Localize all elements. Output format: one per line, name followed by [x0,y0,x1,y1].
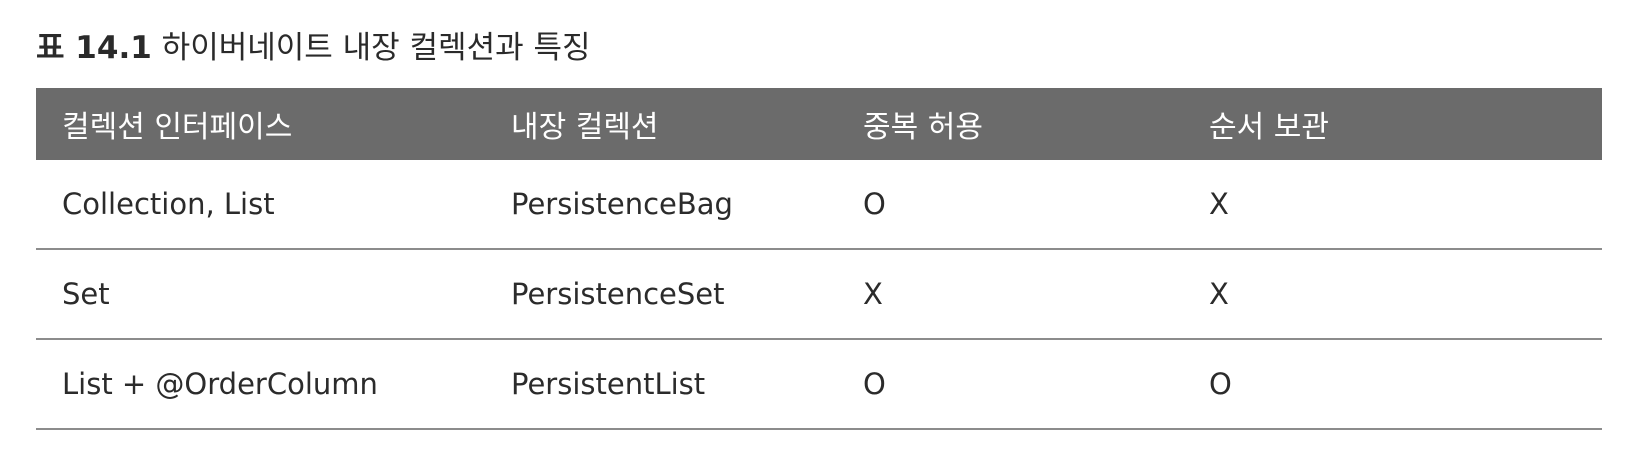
cell-collection: PersistenceBag [511,187,733,221]
cell-order: O [1209,367,1232,401]
cell-interface: Set [62,277,110,311]
cell-collection: PersistentList [511,367,706,401]
cell-collection: PersistenceSet [511,277,725,311]
table-row: Set PersistenceSet X X [36,250,1602,340]
table-row: List + @OrderColumn PersistentList O O [36,340,1602,430]
header-allow-duplicates: 중복 허용 [863,110,983,145]
header-keep-order: 순서 보관 [1209,110,1329,145]
table-title: 하이버네이트 내장 컬렉션과 특징 [161,30,591,66]
table-number: 표 14.1 [36,30,152,66]
header-collection-interface: 컬렉션 인터페이스 [62,110,293,145]
cell-order: X [1209,277,1229,311]
collections-table: 컬렉션 인터페이스 내장 컬렉션 중복 허용 순서 보관 Collection,… [36,88,1602,430]
cell-interface: Collection, List [62,187,275,221]
cell-interface: List + @OrderColumn [62,367,378,401]
cell-duplicates: O [863,187,886,221]
cell-order: X [1209,187,1229,221]
header-builtin-collection: 내장 컬렉션 [511,110,659,145]
table-row: Collection, List PersistenceBag O X [36,160,1602,250]
cell-duplicates: X [863,277,883,311]
cell-duplicates: O [863,367,886,401]
table-caption: 표 14.1 하이버네이트 내장 컬렉션과 특징 [36,26,591,70]
table-header-row: 컬렉션 인터페이스 내장 컬렉션 중복 허용 순서 보관 [36,88,1602,160]
